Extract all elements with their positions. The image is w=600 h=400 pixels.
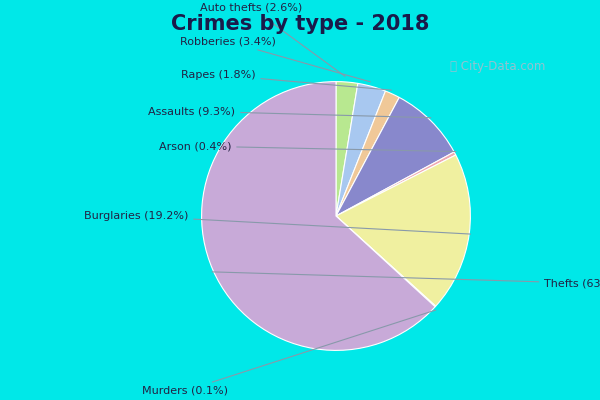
Wedge shape <box>336 98 454 216</box>
Wedge shape <box>336 82 358 216</box>
Text: Rapes (1.8%): Rapes (1.8%) <box>181 70 391 90</box>
Text: Robberies (3.4%): Robberies (3.4%) <box>179 36 370 82</box>
Text: Auto thefts (2.6%): Auto thefts (2.6%) <box>200 3 345 76</box>
Text: Assaults (9.3%): Assaults (9.3%) <box>148 106 431 118</box>
Wedge shape <box>336 152 456 216</box>
Wedge shape <box>336 83 385 216</box>
Text: Burglaries (19.2%): Burglaries (19.2%) <box>84 211 470 234</box>
Text: Arson (0.4%): Arson (0.4%) <box>158 141 456 152</box>
Wedge shape <box>336 91 399 216</box>
Text: ⓘ City-Data.com: ⓘ City-Data.com <box>450 60 545 73</box>
Text: Crimes by type - 2018: Crimes by type - 2018 <box>171 14 429 34</box>
Wedge shape <box>336 216 436 307</box>
Text: Thefts (63.2%): Thefts (63.2%) <box>212 272 600 288</box>
Wedge shape <box>336 155 470 306</box>
Text: Murders (0.1%): Murders (0.1%) <box>142 310 436 396</box>
Wedge shape <box>202 82 435 350</box>
